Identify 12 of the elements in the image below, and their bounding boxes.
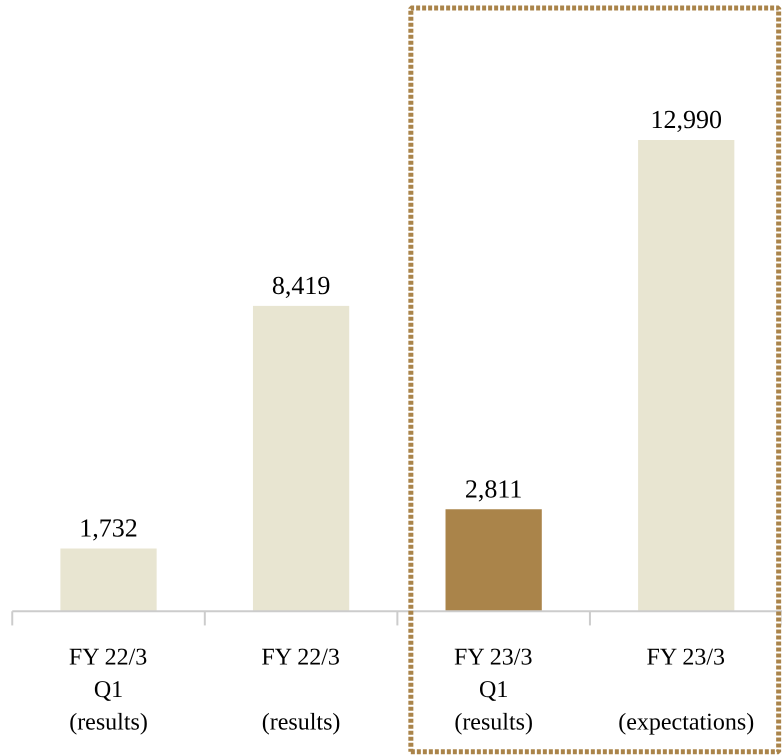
data-label: 1,732: [79, 514, 138, 543]
data-label: 2,811: [464, 474, 522, 504]
category-label: FY 22/3 (results): [261, 644, 340, 736]
x-tick-label: FY 22/3 Q1 (results): [68, 644, 148, 736]
data-label: 12,990: [650, 105, 722, 134]
category-label: FY 23/3 (expectations): [618, 644, 754, 736]
bar: [638, 140, 734, 612]
bar: [252, 306, 350, 612]
x-tick-label: FY 23/3 Q1 (results): [454, 644, 533, 736]
data-label: 8,419: [272, 271, 330, 300]
bar: [446, 509, 542, 612]
bar: [60, 548, 157, 612]
